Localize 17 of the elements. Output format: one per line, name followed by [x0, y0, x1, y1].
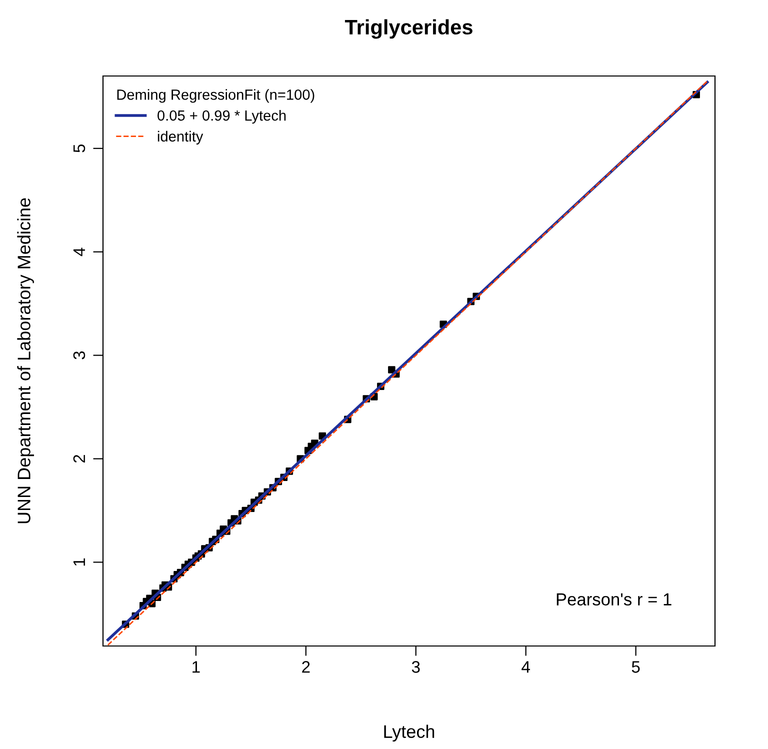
y-tick-label: 4 — [73, 248, 85, 256]
y-tick-label: 1 — [73, 558, 85, 566]
x-tick-label: 3 — [412, 661, 420, 673]
legend-title: Deming RegressionFit (n=100) — [117, 89, 314, 103]
legend-label: identity — [158, 130, 204, 144]
annotation: Pearson's r = 1 — [556, 593, 672, 606]
chart-title: Triglycerides — [344, 19, 472, 39]
y-tick-label: 5 — [73, 144, 86, 152]
y-tick-label: 3 — [73, 351, 86, 360]
x-tick-label: 5 — [632, 661, 640, 673]
x-tick-label: 4 — [522, 661, 530, 673]
legend-label: 0.05 + 0.99 * Lytech — [158, 110, 286, 124]
x-tick-label: 1 — [192, 661, 200, 673]
x-axis-title: Lytech — [384, 724, 434, 742]
x-tick-label: 2 — [302, 661, 310, 673]
y-axis-title: UNN Department of Laboratory Medicine — [17, 198, 34, 524]
y-tick-label: 2 — [73, 454, 85, 463]
